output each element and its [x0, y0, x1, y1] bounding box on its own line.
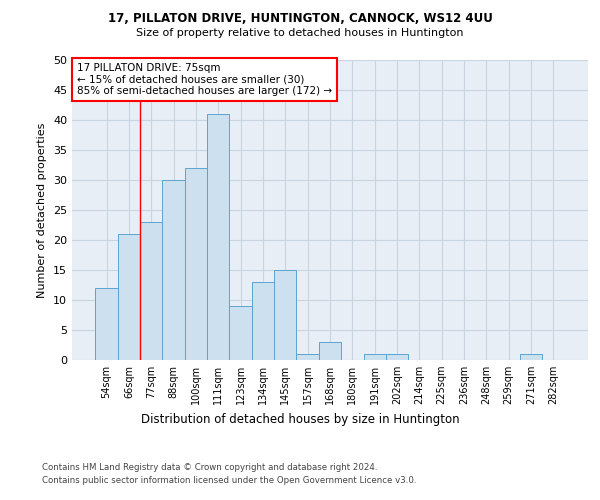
Text: Size of property relative to detached houses in Huntington: Size of property relative to detached ho…: [136, 28, 464, 38]
Bar: [274, 270, 296, 360]
Bar: [140, 222, 163, 360]
Y-axis label: Number of detached properties: Number of detached properties: [37, 122, 47, 298]
Bar: [207, 114, 229, 360]
Text: Distribution of detached houses by size in Huntington: Distribution of detached houses by size …: [140, 412, 460, 426]
Text: 17 PILLATON DRIVE: 75sqm
← 15% of detached houses are smaller (30)
85% of semi-d: 17 PILLATON DRIVE: 75sqm ← 15% of detach…: [77, 63, 332, 96]
Bar: [229, 306, 252, 360]
Bar: [252, 282, 274, 360]
Bar: [296, 354, 319, 360]
Bar: [319, 342, 341, 360]
Text: 17, PILLATON DRIVE, HUNTINGTON, CANNOCK, WS12 4UU: 17, PILLATON DRIVE, HUNTINGTON, CANNOCK,…: [107, 12, 493, 26]
Bar: [163, 180, 185, 360]
Bar: [386, 354, 408, 360]
Bar: [364, 354, 386, 360]
Text: Contains public sector information licensed under the Open Government Licence v3: Contains public sector information licen…: [42, 476, 416, 485]
Bar: [118, 234, 140, 360]
Bar: [95, 288, 118, 360]
Bar: [185, 168, 207, 360]
Bar: [520, 354, 542, 360]
Text: Contains HM Land Registry data © Crown copyright and database right 2024.: Contains HM Land Registry data © Crown c…: [42, 462, 377, 471]
